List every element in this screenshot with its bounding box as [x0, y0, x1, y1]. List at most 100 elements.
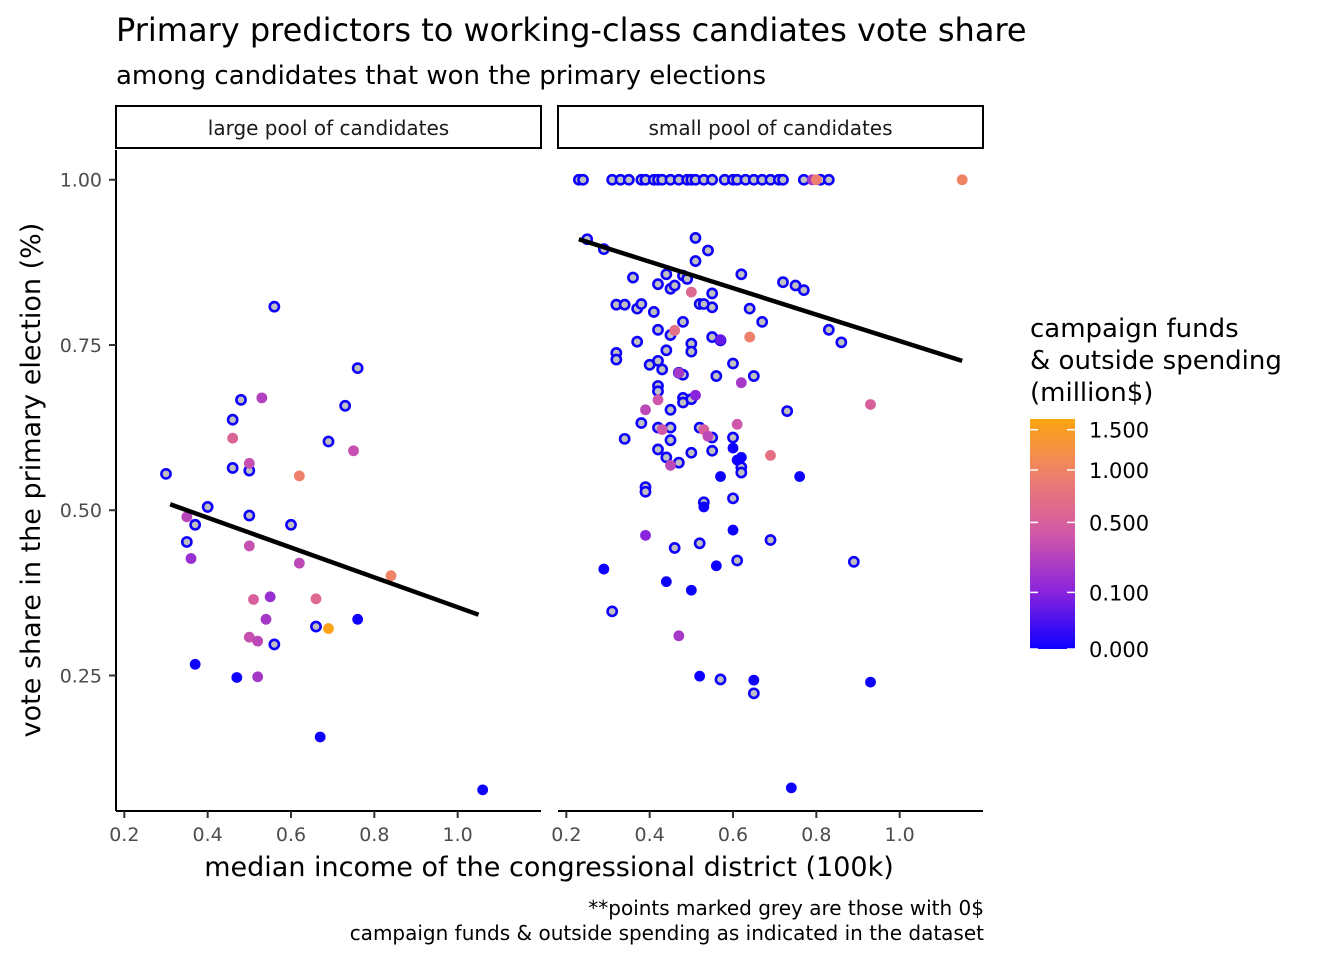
- funded-point: [685, 286, 697, 298]
- funded-point: [385, 570, 397, 582]
- zero-funds-point: [702, 244, 714, 257]
- zero-funds-point: [847, 555, 860, 568]
- zero-funds-point: [822, 323, 835, 336]
- zero-funds-point: [789, 279, 802, 292]
- funded-point: [694, 670, 706, 682]
- caption-line-1: **points marked grey are those with 0$: [588, 896, 984, 920]
- funded-point: [727, 524, 739, 536]
- zero-funds-point: [652, 278, 664, 291]
- y-ticks: 0.25 0.50 0.75 1.00: [60, 170, 116, 687]
- trend-line-left: [169, 502, 480, 617]
- legend-tick-label: 0.100: [1089, 581, 1149, 605]
- funded-point: [189, 658, 201, 670]
- zero-funds-point: [577, 173, 589, 186]
- funded-point: [323, 623, 334, 634]
- zero-funds-point: [677, 315, 689, 328]
- zero-funds-point: [622, 173, 635, 186]
- y-tick-label: 0.50: [60, 500, 102, 522]
- funded-point: [710, 560, 722, 572]
- zero-funds-point: [606, 605, 619, 618]
- x-tick-label: 0.2: [551, 824, 581, 846]
- funded-point: [260, 613, 272, 625]
- funded-point: [310, 593, 322, 605]
- funded-point: [248, 594, 259, 605]
- legend-tick-label: 1.500: [1089, 419, 1149, 443]
- funded-point: [685, 584, 697, 596]
- zero-funds-point: [747, 687, 760, 700]
- zero-funds-point: [235, 393, 247, 406]
- funded-point: [652, 394, 664, 406]
- zero-funds-point: [689, 255, 702, 267]
- zero-funds-point: [777, 276, 789, 289]
- legend-ticks: 1.500 1.000 0.500 0.100 0.000: [1030, 419, 1149, 662]
- zero-funds-point: [656, 363, 669, 376]
- funded-point: [727, 442, 739, 454]
- panel-right: small pool of candidates 0.2 0.4 0.6 0.8 1.0: [551, 105, 984, 846]
- funded-point: [735, 451, 747, 463]
- funded-point: [656, 424, 668, 436]
- panel-left: large pool of candidates 0.2 0.4 0.6 0.8 1.0: [109, 105, 542, 846]
- zero-funds-point: [660, 268, 673, 281]
- legend-title-line-3: (million$): [1030, 378, 1153, 408]
- zero-funds-point: [160, 467, 172, 480]
- funded-point: [256, 392, 268, 404]
- funded-point: [865, 399, 876, 410]
- legend: campaign funds & outside spending (milli…: [1030, 314, 1282, 662]
- funded-point: [227, 432, 239, 444]
- zero-funds-point: [706, 173, 719, 186]
- zero-funds-point: [693, 537, 706, 550]
- funded-point: [715, 471, 726, 482]
- chart-title: Primary predictors to working-class cand…: [116, 11, 1027, 49]
- legend-tick-label: 0.000: [1089, 638, 1149, 662]
- points-right: [572, 173, 968, 794]
- funded-point: [348, 445, 359, 457]
- legend-tick-label: 0.500: [1089, 511, 1149, 535]
- funded-point: [765, 449, 776, 461]
- funded-point: [744, 331, 756, 343]
- zero-funds-point: [743, 302, 756, 315]
- facet-strip-right: [557, 105, 984, 149]
- zero-funds-point: [243, 509, 256, 522]
- x-tick-label: 0.4: [193, 824, 223, 846]
- zero-funds-point: [664, 403, 677, 416]
- funded-point: [673, 367, 685, 379]
- zero-funds-point: [664, 434, 677, 447]
- funded-point: [794, 471, 806, 482]
- zero-funds-point: [822, 173, 835, 186]
- zero-funds-point: [226, 413, 239, 426]
- x-tick-label: 0.8: [801, 824, 831, 846]
- funded-point: [598, 563, 610, 575]
- zero-funds-point: [285, 518, 297, 531]
- x-tick-label: 0.8: [359, 824, 389, 846]
- facet-strip-left: [115, 105, 542, 149]
- zero-funds-point: [797, 284, 810, 297]
- zero-funds-point: [639, 485, 652, 498]
- x-ticks-left: 0.2 0.4 0.6 0.8 1.0: [109, 811, 473, 846]
- funded-point: [673, 630, 685, 642]
- funded-point: [293, 557, 305, 569]
- zero-funds-point: [635, 417, 648, 429]
- zero-funds-point: [727, 357, 739, 370]
- funded-point: [669, 325, 681, 336]
- x-tick-label: 1.0: [885, 824, 915, 846]
- funded-point: [956, 174, 968, 186]
- zero-funds-point: [647, 306, 660, 318]
- x-tick-label: 0.6: [276, 824, 306, 846]
- funded-point: [352, 613, 364, 625]
- zero-funds-point: [652, 443, 664, 456]
- funded-point: [181, 511, 193, 523]
- funded-point: [314, 731, 326, 743]
- zero-funds-point: [706, 444, 719, 457]
- zero-funds-point: [727, 431, 739, 444]
- funded-point: [735, 377, 747, 389]
- x-tick-label: 0.2: [109, 824, 139, 846]
- funded-point: [748, 674, 760, 686]
- funded-point: [865, 676, 876, 688]
- zero-funds-point: [781, 405, 794, 417]
- legend-title-line-1: campaign funds: [1030, 314, 1239, 344]
- funded-point: [702, 430, 714, 442]
- facet-label-right: small pool of candidates: [648, 116, 892, 140]
- y-tick-label: 0.75: [60, 335, 102, 357]
- zero-funds-point: [180, 536, 193, 548]
